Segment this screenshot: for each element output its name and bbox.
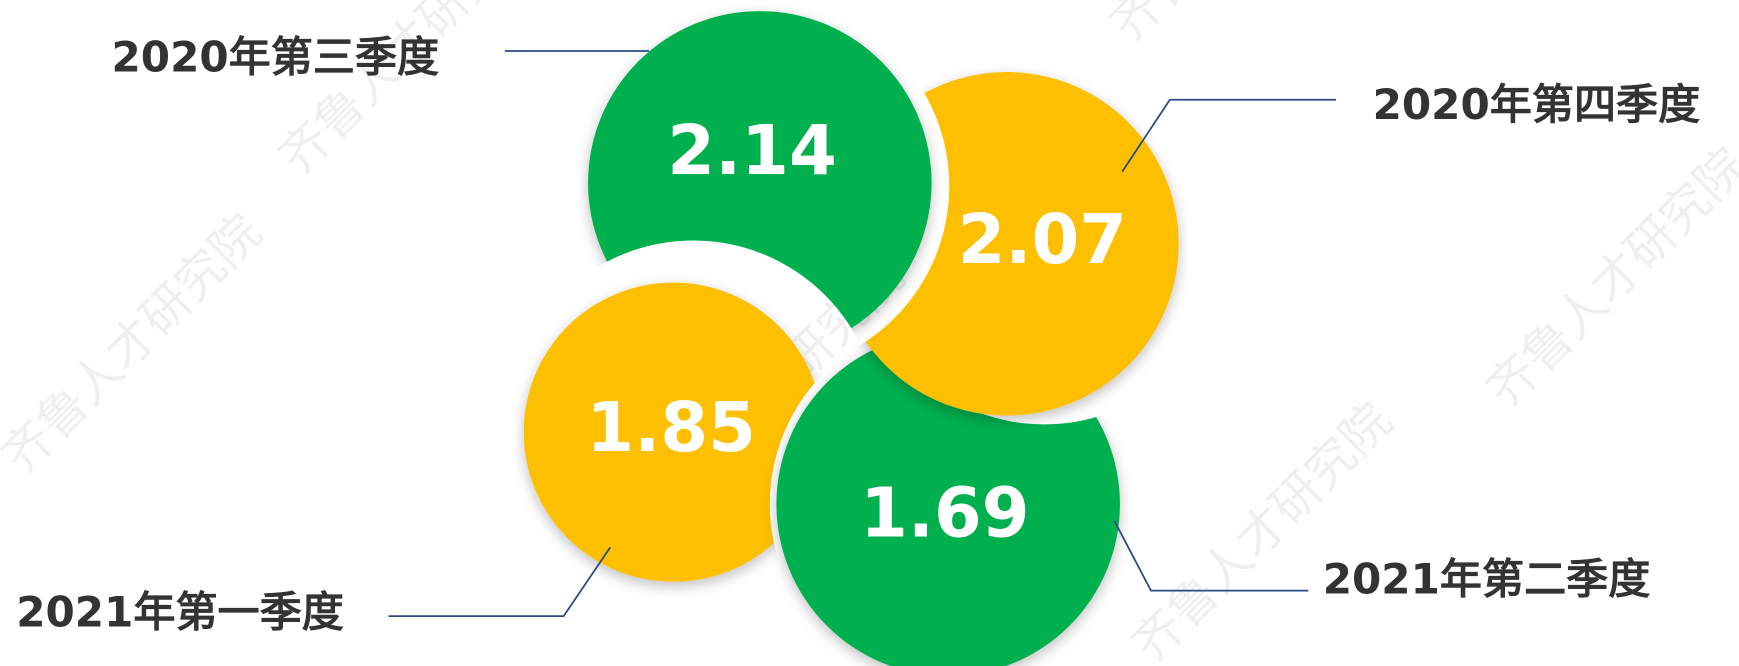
label: 2021年第二季度 [1323,554,1651,603]
petal [588,11,932,355]
value: 1.85 [586,388,755,468]
value: 2.14 [667,111,836,191]
petals [523,11,1179,666]
value: 2.07 [958,200,1127,280]
watermark: 齐鲁人才研究院 [0,204,273,485]
watermark: 齐鲁人才研究院 [1122,392,1403,666]
value: 1.69 [860,474,1029,554]
watermark: 齐鲁人才研究院 [269,0,550,186]
petal [523,282,823,582]
label: 2020年第四季度 [1373,80,1701,129]
petal [776,332,1120,666]
watermark: 齐鲁人才研究院 [1100,0,1381,53]
leader-line [1121,98,1337,173]
label: 2020年第三季度 [112,32,440,81]
label: 2021年第一季度 [16,588,344,637]
watermark: 齐鲁人才研究院 [1477,138,1739,419]
leader-line [1113,520,1309,592]
leader-line [388,546,611,618]
